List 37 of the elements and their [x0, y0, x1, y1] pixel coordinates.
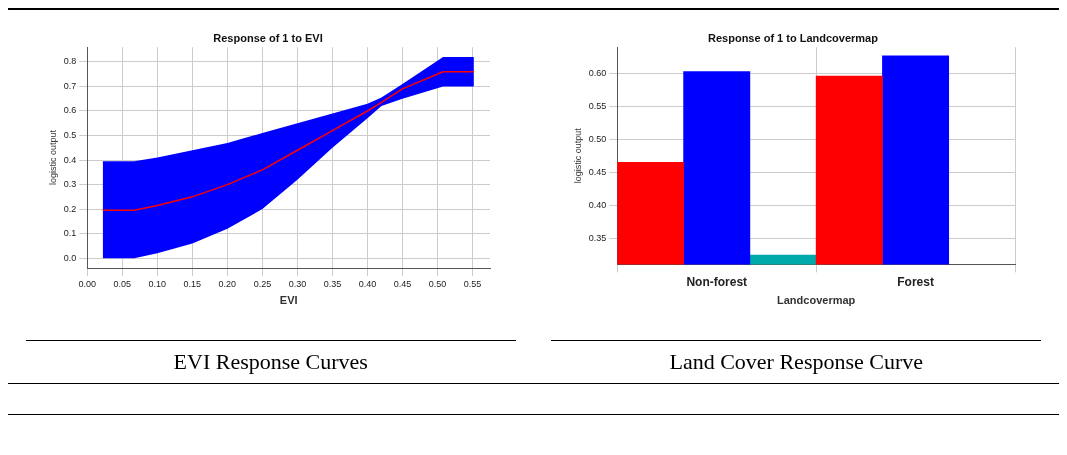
y-tick-label: 0.5 [63, 130, 77, 140]
y-tick-label: 0.7 [63, 80, 77, 91]
x-tick-label: 0.35 [323, 278, 341, 289]
y-axis-title: logistic output [47, 129, 58, 186]
y-tick-label: 0.1 [63, 228, 77, 239]
x-tick-label: Forest [897, 274, 935, 289]
y-tick-label: 0.50 [589, 133, 607, 144]
x-tick-label: 0.25 [253, 278, 271, 289]
chart-title: Response of 1 to Landcovermap [708, 31, 879, 44]
x-tick-label: 0.45 [393, 278, 411, 289]
y-tick-label: 0.0 [63, 252, 77, 263]
x-axis-title: EVI [279, 294, 298, 307]
y-tick-label: 0.6 [63, 105, 77, 116]
y-tick-label: 0.8 [63, 56, 77, 67]
x-tick-label: 0.00 [78, 278, 96, 289]
y-tick-label: 0.2 [63, 203, 77, 214]
y-tick-label: 0.55 [589, 100, 607, 111]
y-tick-label: 0.60 [589, 68, 607, 79]
y-tick-label: 0.45 [589, 166, 607, 177]
x-tick-label: Non-forest [686, 274, 748, 289]
x-tick-label: 0.15 [183, 278, 201, 289]
x-tick-label: 0.40 [358, 278, 376, 289]
text: EVI Response Curves [173, 348, 368, 376]
x-tick-label: 0.30 [288, 278, 306, 289]
y-tick-label: 0.40 [589, 199, 607, 210]
x-tick-label: 0.55 [463, 278, 482, 289]
text: Land Cover Response Curve [669, 348, 924, 376]
chart-title: Response of 1 to EVI [213, 31, 323, 44]
y-tick-label: 0.4 [63, 154, 77, 165]
x-tick-label: 0.20 [218, 278, 236, 289]
x-tick-label: 0.10 [148, 278, 166, 289]
y-tick-label: 0.3 [63, 179, 77, 190]
y-tick-label: 0.35 [589, 232, 607, 243]
x-axis-title: Landcovermap [777, 294, 856, 307]
x-tick-label: 0.05 [113, 278, 131, 289]
x-tick-label: 0.50 [428, 278, 446, 289]
y-axis-title: logistic output [573, 127, 584, 184]
